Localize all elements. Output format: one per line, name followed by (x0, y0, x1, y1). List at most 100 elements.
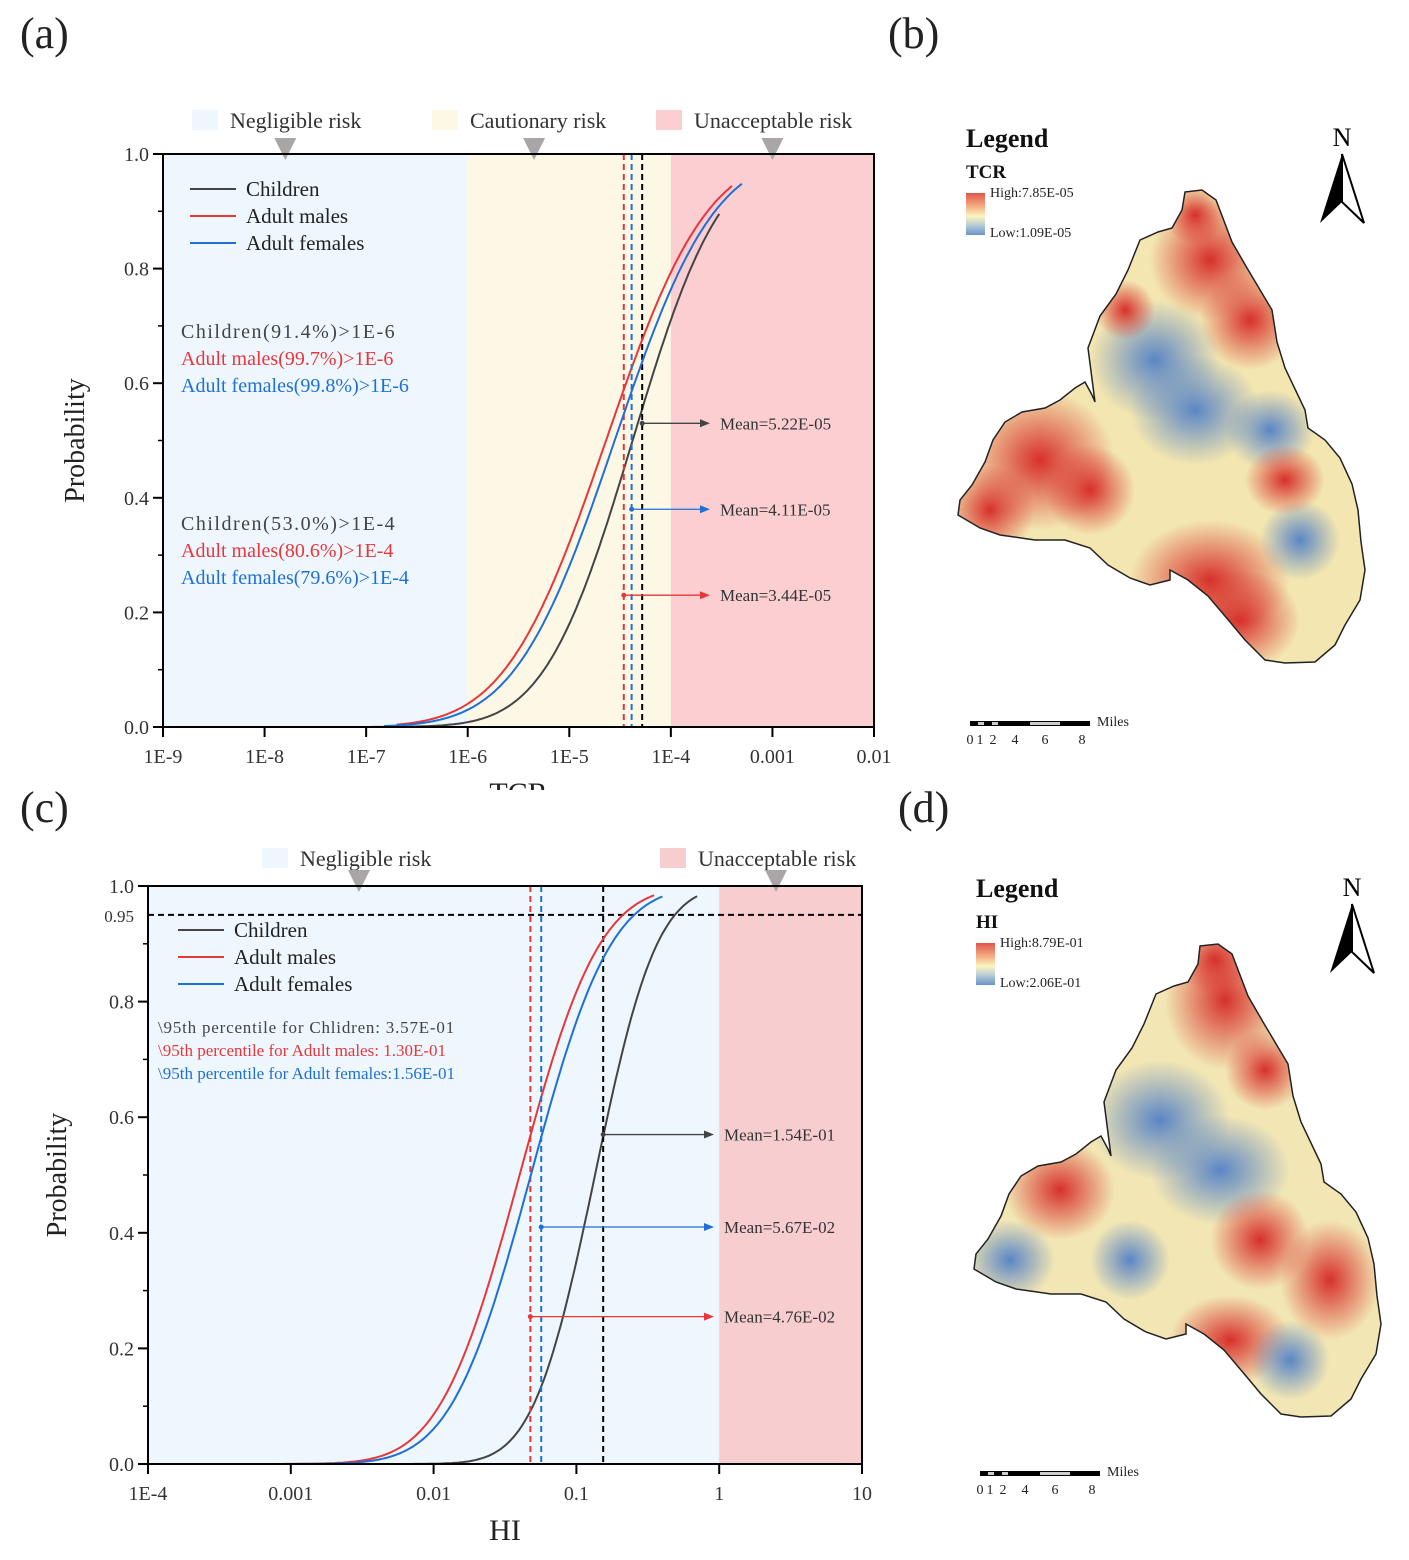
zone-marker-triangle (765, 870, 788, 892)
zone-legend-label: Unacceptable risk (698, 846, 856, 871)
mean-label: Mean=4.11E-05 (720, 500, 830, 519)
hi-heatmap (974, 944, 1381, 1417)
mean-label: Mean=5.67E-02 (724, 1218, 835, 1237)
zone-marker-triangle (347, 870, 370, 892)
zone-legend-label: Cautionary risk (470, 108, 606, 133)
annotation-text: Children(91.4%)>1E-6 (181, 321, 396, 343)
y-tick-label: 0.6 (109, 1107, 134, 1129)
y-tick-label: 0.4 (124, 488, 149, 510)
ramp-high-label: High:7.85E-05 (990, 186, 1074, 201)
map-b-svg: N (957, 123, 1366, 748)
y-tick-label: 1.0 (124, 144, 149, 166)
map-boundary (973, 943, 1382, 1418)
panel-label-c: (c) (20, 783, 69, 832)
legend-label: Adult females (234, 972, 352, 996)
mean-arrowhead (704, 1130, 714, 1139)
ramp-high-label: High:8.79E-01 (1000, 936, 1084, 951)
x-tick-label: 0.1 (564, 1483, 589, 1505)
color-ramp (976, 943, 995, 985)
scale-tick-label: 1 (987, 1483, 994, 1498)
series-line-adult-females (383, 183, 743, 728)
tcr-cumulative-probability-chart: Negligible risk Cautionary risk Unacceptab… (60, 108, 892, 790)
zone-legend-swatch (656, 110, 682, 130)
y-axis-label: Probability (60, 378, 91, 502)
ramp-low-label: Low:2.06E-01 (1000, 976, 1082, 991)
x-tick-label: 1E-5 (550, 746, 589, 768)
zone-legend-swatch (262, 848, 288, 868)
scale-bar (970, 721, 1090, 726)
x-tick-label: 1E-7 (347, 746, 386, 768)
map-legend-title: Legend (976, 874, 1059, 903)
y-tick-label: 0.8 (124, 259, 149, 281)
x-axis-label: HI (489, 1514, 521, 1547)
annotation-text: \95th percentile for Adult females:1.56E… (158, 1064, 455, 1083)
y-tick-label: 0.6 (124, 373, 149, 395)
mean-arrowhead (704, 1312, 714, 1321)
scale-tick-label: 1 (977, 733, 984, 748)
mean-arrowhead (700, 419, 710, 428)
annotation-text: Adult females(99.8%)>1E-6 (181, 375, 409, 397)
y-tick-label: 1.0 (109, 876, 134, 898)
map-panel-b: Legend TCR High:7.85E-05 Low:1.09E-05 N (940, 110, 1400, 760)
risk-zone-1 (719, 886, 862, 1464)
legend-label: Children (246, 177, 320, 201)
x-tick-label: 10 (852, 1483, 872, 1505)
y-tick-label: 0.8 (109, 992, 134, 1014)
scale-tick-label: 0 (977, 1483, 984, 1498)
map-legend-variable: TCR (966, 162, 1007, 183)
zone-legend-swatch (192, 110, 218, 130)
scale-tick-label: 8 (1079, 733, 1086, 748)
x-tick-label: 1 (714, 1483, 724, 1505)
scale-unit: Miles (1097, 715, 1129, 730)
scale-tick-label: 0 (967, 733, 974, 748)
zone-marker-triangle (523, 138, 546, 160)
x-tick-label: 1E-4 (651, 746, 690, 768)
annotation-text: Adult females(79.6%)>1E-4 (181, 567, 409, 589)
panel-label-b: (b) (888, 9, 940, 58)
y-tick-label: 0.0 (109, 1454, 134, 1476)
map-legend-title: Legend (966, 124, 1049, 153)
ramp-low-label: Low:1.09E-05 (990, 226, 1072, 241)
x-tick-label: 0.001 (750, 746, 795, 768)
mean-label: Mean=5.22E-05 (720, 414, 831, 433)
y-tick-label: 0.2 (124, 602, 149, 624)
x-tick-label: 1E-6 (448, 746, 487, 768)
x-tick-label: 0.001 (268, 1483, 313, 1505)
zone-legend-label: Negligible risk (300, 846, 431, 871)
legend-label: Adult males (246, 204, 348, 228)
annotation-text: \95th percentile for Chlidren: 3.57E-01 (158, 1018, 455, 1037)
mean-arrowhead (700, 591, 710, 600)
legend-label: Adult males (234, 945, 336, 969)
panel-label-d: (d) (898, 783, 950, 832)
map-panel-d: Legend HI High:8.79E-01 Low:2.06E-01 N (950, 860, 1400, 1510)
scale-tick-label: 8 (1089, 1483, 1096, 1498)
north-arrow-icon (1330, 903, 1375, 974)
y-tick-label: 0.4 (109, 1223, 134, 1245)
annotation-text: Adult males(80.6%)>1E-4 (181, 540, 393, 562)
scale-unit: Miles (1107, 1465, 1139, 1480)
risk-zone-0 (163, 154, 468, 727)
y-tick-label: 0.95 (104, 907, 134, 926)
north-arrow-icon (1320, 153, 1365, 224)
series-line-adult-males (396, 185, 733, 726)
mean-arrowhead (704, 1223, 714, 1232)
risk-zone-2 (670, 154, 874, 727)
mean-label: Mean=4.76E-02 (724, 1308, 835, 1327)
scale-tick-label: 4 (1022, 1483, 1029, 1498)
map-d-svg: N (973, 873, 1382, 1498)
x-tick-label: 0.01 (857, 746, 892, 768)
y-tick-label: 0.0 (124, 717, 149, 739)
zone-marker-triangle (761, 138, 784, 160)
zone-legend-label: Unacceptable risk (694, 108, 852, 133)
map-boundary (957, 189, 1366, 664)
north-label: N (1343, 873, 1362, 902)
zone-legend-swatch (432, 110, 458, 130)
mean-arrowhead (700, 505, 710, 514)
annotation-text: \95th percentile for Adult males: 1.30E-… (158, 1041, 446, 1060)
risk-zone-0 (148, 886, 720, 1464)
scale-bar (980, 1471, 1100, 1476)
map-legend-variable: HI (976, 912, 999, 933)
annotation-text: Adult males(99.7%)>1E-6 (181, 348, 393, 370)
